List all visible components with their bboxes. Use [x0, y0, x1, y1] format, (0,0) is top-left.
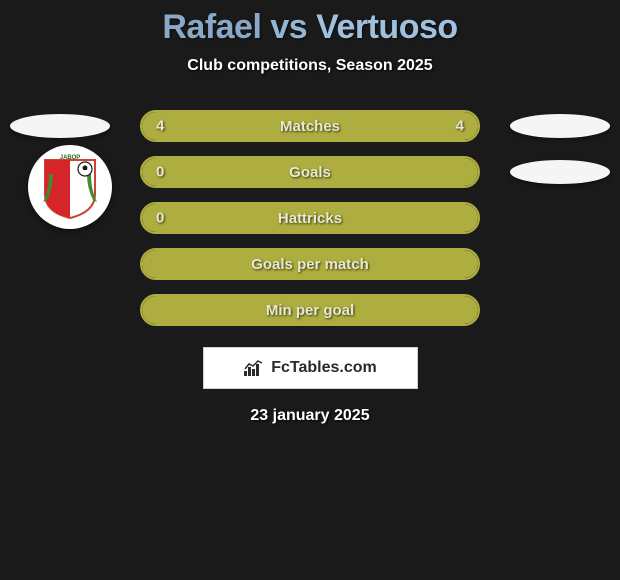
stat-row-gpm: Goals per match — [0, 241, 620, 287]
stat-bar: 0 Goals — [140, 156, 480, 188]
stat-value-left: 0 — [156, 164, 164, 181]
fctables-badge: FcTables.com — [203, 347, 418, 389]
svg-text:ЈАВОР: ЈАВОР — [60, 155, 81, 161]
stat-label: Matches — [280, 118, 340, 135]
date-text: 23 january 2025 — [250, 407, 369, 425]
title-player-left: Rafael — [162, 8, 261, 46]
stat-bar: 0 Hattricks — [140, 202, 480, 234]
subtitle: Club competitions, Season 2025 — [187, 57, 432, 75]
stat-label: Goals — [289, 164, 331, 181]
stat-value-left: 0 — [156, 210, 164, 227]
stat-value-right: 4 — [456, 118, 464, 135]
stat-label: Hattricks — [278, 210, 342, 227]
comparison-card: Rafael vs Vertuoso Club competitions, Se… — [0, 0, 620, 425]
fctables-logo-icon — [243, 359, 265, 377]
player-left-ellipse-icon — [10, 114, 110, 138]
fctables-text: FcTables.com — [271, 359, 377, 377]
title-vs: vs — [270, 8, 307, 46]
page-title: Rafael vs Vertuoso — [162, 8, 457, 47]
stat-row-matches: 4 Matches 4 — [0, 103, 620, 149]
stat-label: Min per goal — [266, 302, 354, 319]
stat-row-mpg: Min per goal — [0, 287, 620, 333]
club-shield-icon: ЈАВОР — [41, 154, 99, 220]
stat-bar: Min per goal — [140, 294, 480, 326]
title-player-right: Vertuoso — [316, 8, 457, 46]
stat-label: Goals per match — [251, 256, 369, 273]
stat-row-goals: ЈАВОР 0 Goals — [0, 149, 620, 195]
player-right-ellipse-icon — [510, 160, 610, 184]
club-badge-icon: ЈАВОР — [28, 145, 112, 229]
stat-value-left: 4 — [156, 118, 164, 135]
stat-bar: Goals per match — [140, 248, 480, 280]
stat-bar: 4 Matches 4 — [140, 110, 480, 142]
player-right-ellipse-icon — [510, 114, 610, 138]
